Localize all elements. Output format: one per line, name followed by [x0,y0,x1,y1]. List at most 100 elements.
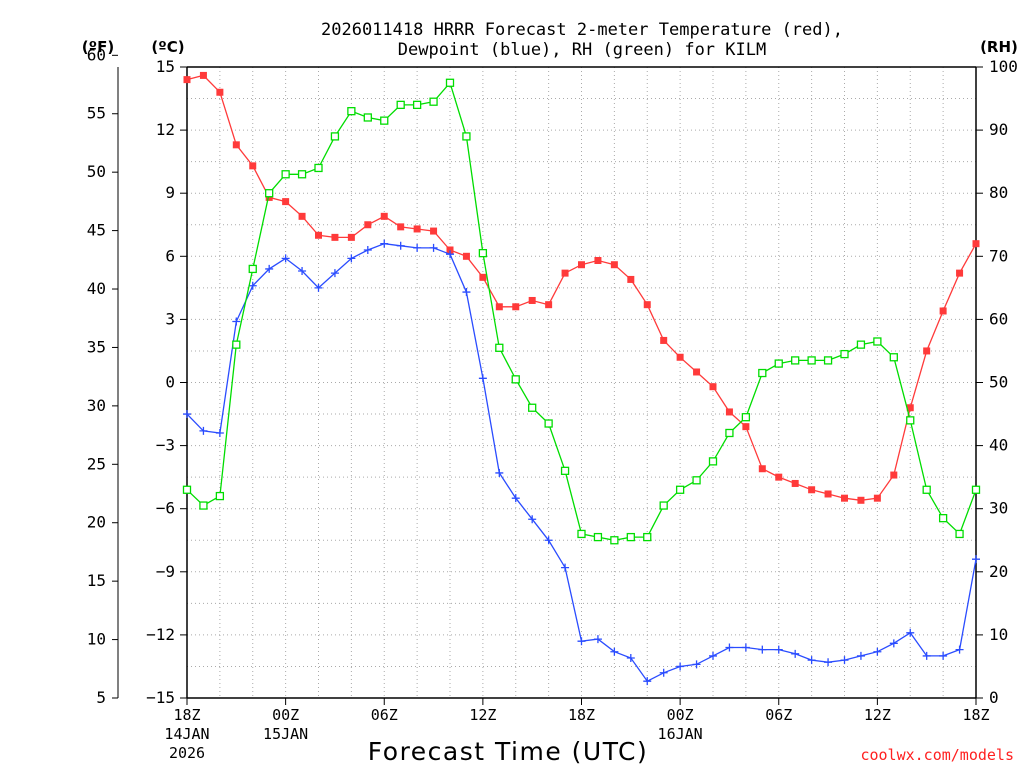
temperature-point [232,141,240,149]
dewpoint-point [248,281,257,290]
relative-humidity-point [577,529,586,539]
dewpoint-point [298,267,307,276]
temperature-series [183,71,980,504]
relative-humidity-point [659,501,668,510]
temperature-point [791,479,799,487]
left-axis-c-label: (ºC) [151,38,184,56]
rh-tick-label: 0 [989,688,999,707]
fahrenheit-tick-label: 40 [87,279,106,298]
dewpoint-point [396,241,405,250]
rh-tick-label: 10 [989,625,1008,644]
temperature-point [857,496,865,504]
rh-tick-label: 40 [989,436,1008,455]
temperature-point [742,423,750,431]
celsius-tick-label: 9 [165,183,175,202]
relative-humidity-point [347,107,356,116]
fahrenheit-tick-label: 10 [87,630,106,649]
temperature-point [890,471,898,479]
dewpoint-point [347,254,356,263]
relative-humidity-point [363,113,372,122]
relative-humidity-point [265,189,274,198]
temperature-point [249,162,257,170]
fahrenheit-tick-label: 45 [87,221,106,240]
temperature-point [479,273,487,281]
temperature-point [282,198,290,206]
temperature-point [397,223,405,231]
temperature-point [906,404,914,412]
celsius-tick-label: −6 [156,499,175,518]
dewpoint-point [265,264,274,273]
celsius-tick-label: −15 [146,688,175,707]
celsius-tick-label: −9 [156,562,175,581]
dewpoint-point [413,243,422,252]
relative-humidity-point [544,419,553,428]
rh-tick-label: 90 [989,120,1008,139]
chart-title-line1: 2026011418 HRRR Forecast 2-meter Tempera… [321,20,843,40]
relative-humidity-point [445,78,455,87]
dewpoint-point [528,515,537,524]
x-tick-label: 12Z [864,706,891,724]
temperature-point [298,212,306,220]
relative-humidity-series [182,78,981,545]
temperature-point [528,296,536,304]
left-axis-f-label: (ºF) [82,38,114,56]
dewpoint-point [906,628,915,637]
relative-humidity-point [922,485,931,494]
relative-humidity-point [281,170,290,179]
relative-humidity-point [215,491,225,501]
dewpoint-point [577,637,586,646]
dewpoint-point [939,651,948,660]
temperature-point [413,225,421,233]
temperature-point [462,252,470,260]
dewpoint-point [676,662,685,671]
temperature-point [841,494,848,502]
x-tick-label: 06Z [765,706,792,724]
temperature-point [265,193,273,201]
temperature-point [725,408,733,416]
x-tick-label: 00Z [272,706,299,724]
relative-humidity-point [232,340,241,349]
x-tick-label: 12Z [469,706,496,724]
x-tick-label: 18Z [173,706,200,724]
fahrenheit-tick-label: 20 [87,513,106,532]
rh-tick-label: 70 [989,246,1008,265]
temperature-point [660,336,668,344]
temperature-point [216,88,224,96]
relative-humidity-point [675,485,685,494]
relative-humidity-point [741,413,751,422]
source-watermark: coolwx.com/models [860,746,1014,764]
relative-humidity-point [248,264,257,274]
celsius-tick-label: 12 [156,120,175,139]
temperature-point [315,231,322,239]
relative-humidity-point [791,356,800,365]
temperature-point [594,257,602,265]
dewpoint-point [791,649,800,658]
temperature-point [545,301,553,309]
relative-humidity-point [840,349,849,359]
dewpoint-point [643,677,652,686]
rh-tick-label: 50 [989,373,1008,392]
relative-humidity-point [560,466,570,475]
temperature-point [775,473,783,481]
temperature-point [972,240,980,248]
data-series [182,71,981,686]
temperature-point [643,301,651,309]
fahrenheit-tick-label: 25 [87,454,106,473]
temperature-point [939,307,947,315]
temperature-point [873,494,881,502]
relative-humidity-point [938,514,948,523]
relative-humidity-point [708,457,718,466]
relative-humidity-point [462,132,471,141]
chart-title-line2: Dewpoint (blue), RH (green) for KILM [398,40,766,60]
dewpoint-point [709,651,717,660]
dewpoint-point [972,555,980,564]
dewpoint-point [692,660,701,669]
x-axis-title: Forecast Time (UTC) [368,737,648,766]
gridlines [187,67,976,698]
dewpoint-point [281,254,290,263]
temperature-point [199,71,207,79]
relative-humidity-point [906,416,915,425]
temperature-point [956,269,964,277]
